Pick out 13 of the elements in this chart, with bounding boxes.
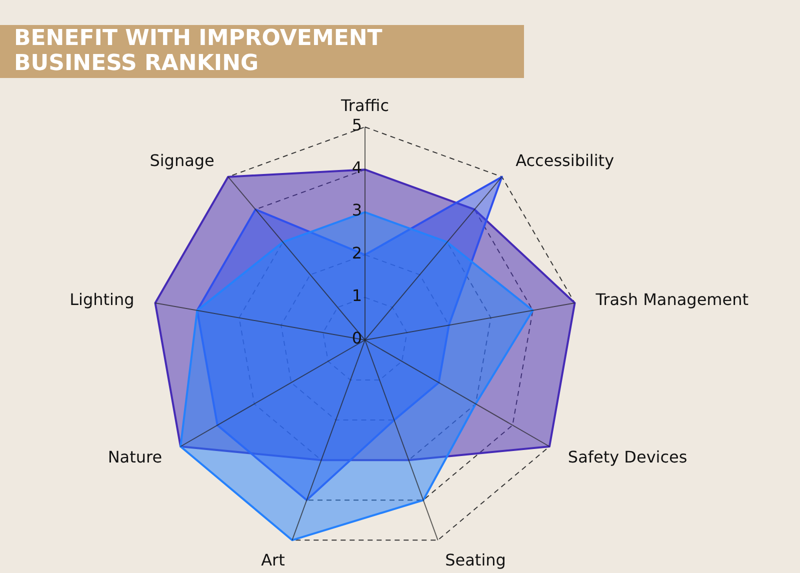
y-tick-label: 5: [352, 116, 362, 134]
spoke-label: Lighting: [70, 290, 134, 309]
y-tick-label: 1: [352, 286, 362, 305]
spoke-label: Accessibility: [516, 151, 614, 170]
spoke-label: Nature: [108, 448, 162, 467]
spoke-label: Art: [261, 550, 285, 570]
spoke-label: Safety Devices: [568, 448, 688, 467]
chart-title: BENEFIT WITH IMPROVEMENT BUSINESS RANKING: [14, 26, 382, 76]
y-tick-label: 2: [352, 243, 362, 262]
spoke-label: Trash Management: [594, 290, 749, 309]
spoke-label: Traffic: [340, 96, 390, 116]
spoke-label: Signage: [150, 151, 214, 170]
spoke-label: Seating: [445, 550, 506, 570]
